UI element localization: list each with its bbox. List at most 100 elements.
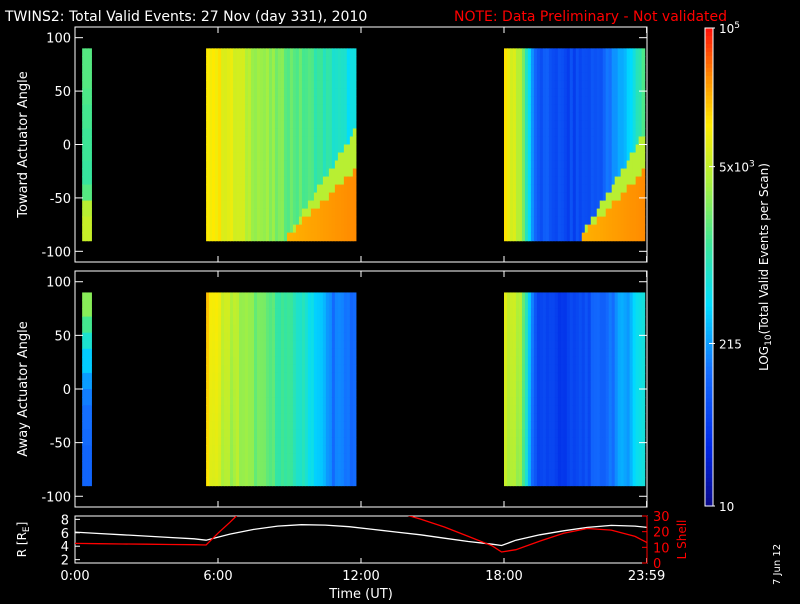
away-heatmap-cell <box>88 333 92 342</box>
colorbar-swatch <box>705 104 713 109</box>
away-heatmap-cell <box>88 461 92 470</box>
colorbar-swatch <box>705 319 713 324</box>
toward-segment <box>82 48 92 241</box>
colorbar-swatch <box>705 351 713 356</box>
toward-heatmap-cell <box>353 56 357 65</box>
away-heatmap-cell <box>353 365 357 374</box>
toward-heatmap-cell <box>88 225 92 234</box>
toward-heatmap-cell <box>353 217 357 226</box>
colorbar-swatch <box>705 96 713 101</box>
away-heatmap-cell <box>353 437 357 446</box>
away-heatmap-cell <box>353 325 357 334</box>
away-heatmap-cell <box>642 469 646 478</box>
colorbar-swatch <box>705 347 713 352</box>
colorbar-swatch <box>705 128 713 133</box>
away-heatmap-cell <box>353 461 357 470</box>
away-heatmap-cell <box>88 292 92 301</box>
toward-heatmap-cell <box>353 64 357 73</box>
away-y-tick-label: 50 <box>54 329 71 344</box>
colorbar-swatch <box>705 64 713 69</box>
colorbar-swatch <box>705 211 713 216</box>
colorbar-swatch <box>705 175 713 180</box>
toward-heatmap-cell <box>642 225 646 234</box>
toward-heatmap-cell <box>88 153 92 162</box>
toward-heatmap-cell <box>642 128 646 137</box>
away-heatmap-cell <box>88 469 92 478</box>
colorbar-swatch <box>705 394 713 399</box>
toward-heatmap-cell <box>88 169 92 178</box>
away-heatmap-cell <box>642 453 646 462</box>
colorbar-swatch <box>705 363 713 368</box>
toward-heatmap-cell <box>88 145 92 154</box>
orbit-x-tick-label: 0:00 <box>60 569 89 584</box>
colorbar-swatch <box>705 171 713 176</box>
toward-y-tick-label: 100 <box>46 32 71 47</box>
colorbar-swatch <box>705 402 713 407</box>
colorbar-swatch <box>705 148 713 153</box>
away-heatmap-cell <box>88 317 92 326</box>
orbit-right-tick-label: 0 <box>653 557 661 572</box>
toward-heatmap-cell <box>642 233 646 242</box>
orbit-x-tick-label: 12:00 <box>342 569 379 584</box>
away-heatmap-cell <box>353 478 357 487</box>
toward-heatmap-cell <box>642 96 646 105</box>
colorbar-swatch <box>705 56 713 61</box>
colorbar-swatch <box>705 120 713 125</box>
away-heatmap-cell <box>353 292 357 301</box>
toward-y-tick-label: 50 <box>54 85 71 100</box>
away-heatmap-cell <box>353 309 357 318</box>
toward-heatmap-cell <box>353 80 357 89</box>
colorbar-swatch <box>705 287 713 292</box>
orbit-right-axis-label: L Shell <box>675 520 689 560</box>
away-heatmap-cell <box>88 429 92 438</box>
away-heatmap-cell <box>88 445 92 454</box>
orbit-right-tick-label: 10 <box>653 541 670 556</box>
away-heatmap-cell <box>642 365 646 374</box>
away-y-tick-label: 0 <box>63 383 71 398</box>
away-heatmap-cell <box>353 349 357 358</box>
away-heatmap-cell <box>353 389 357 398</box>
toward-heatmap-cell <box>642 145 646 154</box>
away-heatmap-cell <box>88 405 92 414</box>
colorbar-swatch <box>705 303 713 308</box>
toward-heatmap-cell <box>642 185 646 194</box>
away-heatmap-cell <box>353 421 357 430</box>
toward-heatmap-cell <box>642 161 646 170</box>
orbit-x-axis-label: Time (UT) <box>328 587 393 600</box>
colorbar-swatch <box>705 48 713 53</box>
colorbar-swatch <box>705 159 713 164</box>
toward-heatmap-cell <box>353 177 357 186</box>
colorbar-swatch <box>705 108 713 113</box>
colorbar-swatch <box>705 323 713 328</box>
away-heatmap-cell <box>353 397 357 406</box>
figure-title: TWINS2: Total Valid Events: 27 Nov (day … <box>4 9 367 25</box>
away-heatmap-cell <box>353 429 357 438</box>
orbit-x-tick-label: 6:00 <box>203 569 232 584</box>
away-heatmap-cell <box>642 292 646 301</box>
colorbar-swatch <box>705 32 713 37</box>
colorbar-swatch <box>705 243 713 248</box>
toward-heatmap-cell <box>353 193 357 202</box>
orbit-left-tick-label: 6 <box>61 527 69 542</box>
away-heatmap-cell <box>642 357 646 366</box>
colorbar-swatch <box>705 92 713 97</box>
away-heatmap-cell <box>88 349 92 358</box>
toward-heatmap-cell <box>353 169 357 178</box>
colorbar-swatch <box>705 387 713 392</box>
away-heatmap-cell <box>642 421 646 430</box>
orbit-left-tick-label: 4 <box>61 540 69 555</box>
colorbar-swatch <box>705 279 713 284</box>
colorbar-swatch <box>705 223 713 228</box>
colorbar-swatch <box>705 331 713 336</box>
toward-heatmap-cell <box>88 72 92 81</box>
colorbar-swatch <box>705 116 713 121</box>
toward-heatmap-cell <box>642 177 646 186</box>
colorbar-swatch <box>705 219 713 224</box>
away-heatmap-cell <box>88 301 92 310</box>
colorbar-swatch <box>705 355 713 360</box>
colorbar-swatch <box>705 259 713 264</box>
away-heatmap-cell <box>353 445 357 454</box>
